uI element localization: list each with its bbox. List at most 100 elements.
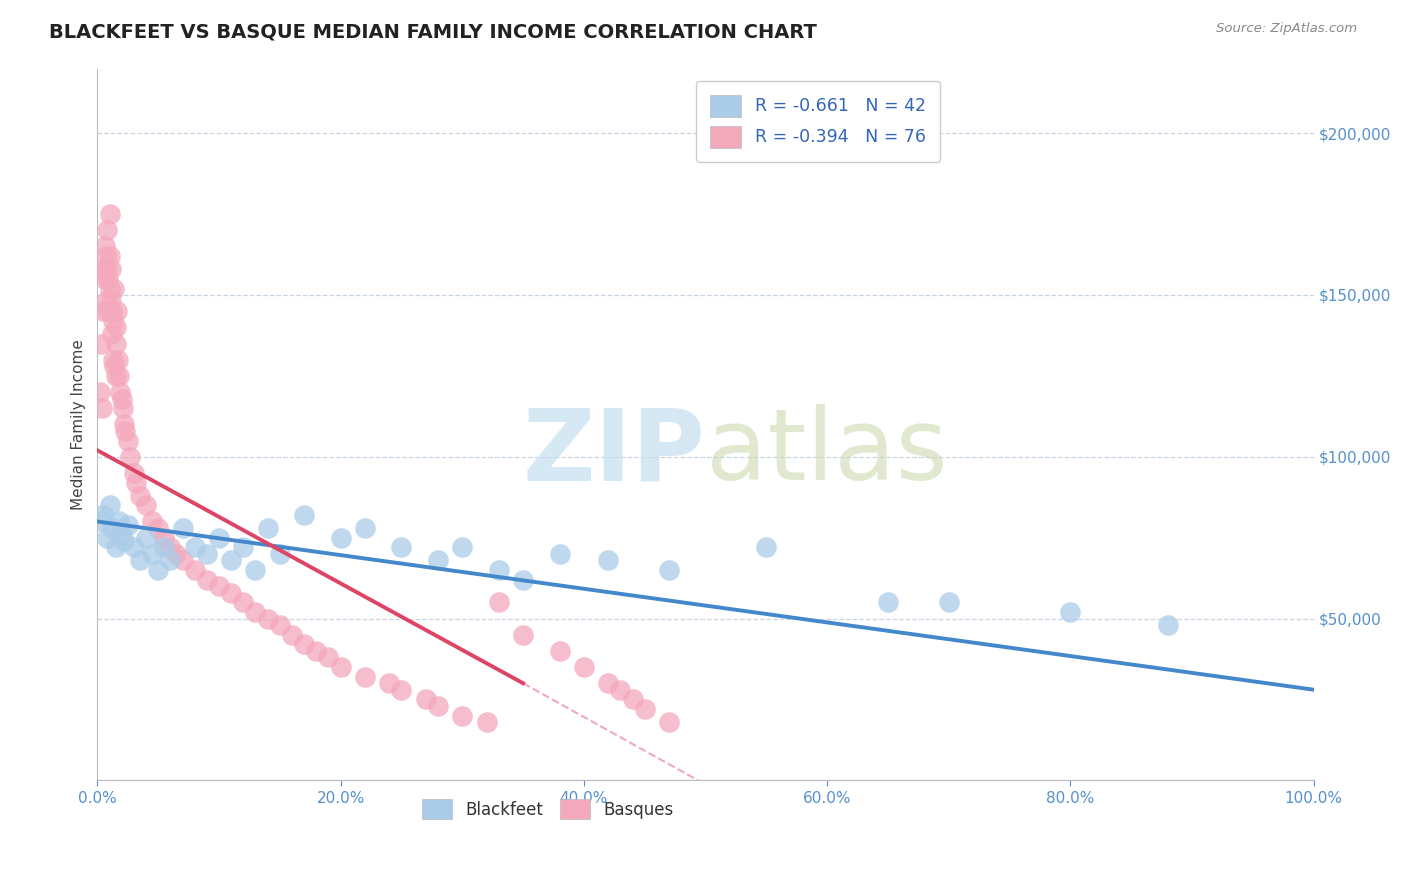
Text: ZIP: ZIP — [523, 404, 706, 501]
Point — [103, 359, 125, 374]
Point — [159, 553, 181, 567]
Point — [318, 650, 340, 665]
Point — [153, 541, 176, 555]
Point — [110, 385, 132, 400]
Point — [117, 517, 139, 532]
Point — [91, 401, 114, 416]
Point — [112, 533, 135, 548]
Point — [598, 676, 620, 690]
Point — [354, 521, 377, 535]
Point — [426, 553, 449, 567]
Point — [112, 417, 135, 432]
Point — [93, 272, 115, 286]
Point — [281, 628, 304, 642]
Point — [232, 595, 254, 609]
Point — [94, 249, 117, 263]
Point — [146, 521, 169, 535]
Point — [97, 304, 120, 318]
Point — [512, 628, 534, 642]
Point — [165, 547, 187, 561]
Point — [1157, 618, 1180, 632]
Point — [512, 573, 534, 587]
Point — [426, 698, 449, 713]
Point — [159, 541, 181, 555]
Point — [120, 450, 142, 464]
Point — [101, 304, 124, 318]
Point — [391, 541, 413, 555]
Point — [100, 262, 122, 277]
Point — [103, 281, 125, 295]
Point — [208, 579, 231, 593]
Point — [415, 692, 437, 706]
Point — [122, 541, 145, 555]
Point — [89, 385, 111, 400]
Point — [195, 547, 218, 561]
Text: atlas: atlas — [706, 404, 948, 501]
Point — [101, 314, 124, 328]
Point — [305, 644, 328, 658]
Point — [269, 618, 291, 632]
Point — [93, 508, 115, 522]
Point — [219, 585, 242, 599]
Point — [378, 676, 401, 690]
Point — [391, 682, 413, 697]
Point — [208, 531, 231, 545]
Point — [117, 434, 139, 448]
Point — [111, 401, 134, 416]
Point — [101, 326, 124, 341]
Point — [354, 670, 377, 684]
Point — [104, 368, 127, 383]
Point — [93, 304, 115, 318]
Point — [104, 541, 127, 555]
Point — [245, 563, 267, 577]
Point — [451, 708, 474, 723]
Point — [125, 475, 148, 490]
Point — [93, 239, 115, 253]
Point — [98, 498, 121, 512]
Point — [488, 595, 510, 609]
Point — [621, 692, 644, 706]
Point — [548, 547, 571, 561]
Point — [451, 541, 474, 555]
Text: BLACKFEET VS BASQUE MEDIAN FAMILY INCOME CORRELATION CHART: BLACKFEET VS BASQUE MEDIAN FAMILY INCOME… — [49, 22, 817, 41]
Point — [96, 531, 118, 545]
Point — [877, 595, 900, 609]
Point — [96, 262, 118, 277]
Point — [141, 547, 163, 561]
Point — [609, 682, 631, 697]
Point — [129, 489, 152, 503]
Point — [108, 368, 131, 383]
Point — [100, 294, 122, 309]
Point — [232, 541, 254, 555]
Point — [172, 521, 194, 535]
Legend: Blackfeet, Basques: Blackfeet, Basques — [415, 793, 681, 825]
Point — [658, 563, 681, 577]
Point — [256, 611, 278, 625]
Point — [755, 541, 778, 555]
Point — [107, 352, 129, 367]
Point — [598, 553, 620, 567]
Point — [105, 304, 128, 318]
Point — [96, 223, 118, 237]
Point — [98, 249, 121, 263]
Point — [97, 272, 120, 286]
Point — [572, 660, 595, 674]
Point — [658, 714, 681, 729]
Point — [98, 207, 121, 221]
Point — [101, 352, 124, 367]
Point — [93, 262, 115, 277]
Point — [90, 336, 112, 351]
Point — [98, 281, 121, 295]
Point — [122, 466, 145, 480]
Point — [135, 531, 157, 545]
Point — [135, 498, 157, 512]
Point — [153, 531, 176, 545]
Point — [488, 563, 510, 577]
Point — [256, 521, 278, 535]
Point — [245, 605, 267, 619]
Point — [292, 508, 315, 522]
Point — [292, 637, 315, 651]
Point — [146, 563, 169, 577]
Point — [104, 336, 127, 351]
Point — [938, 595, 960, 609]
